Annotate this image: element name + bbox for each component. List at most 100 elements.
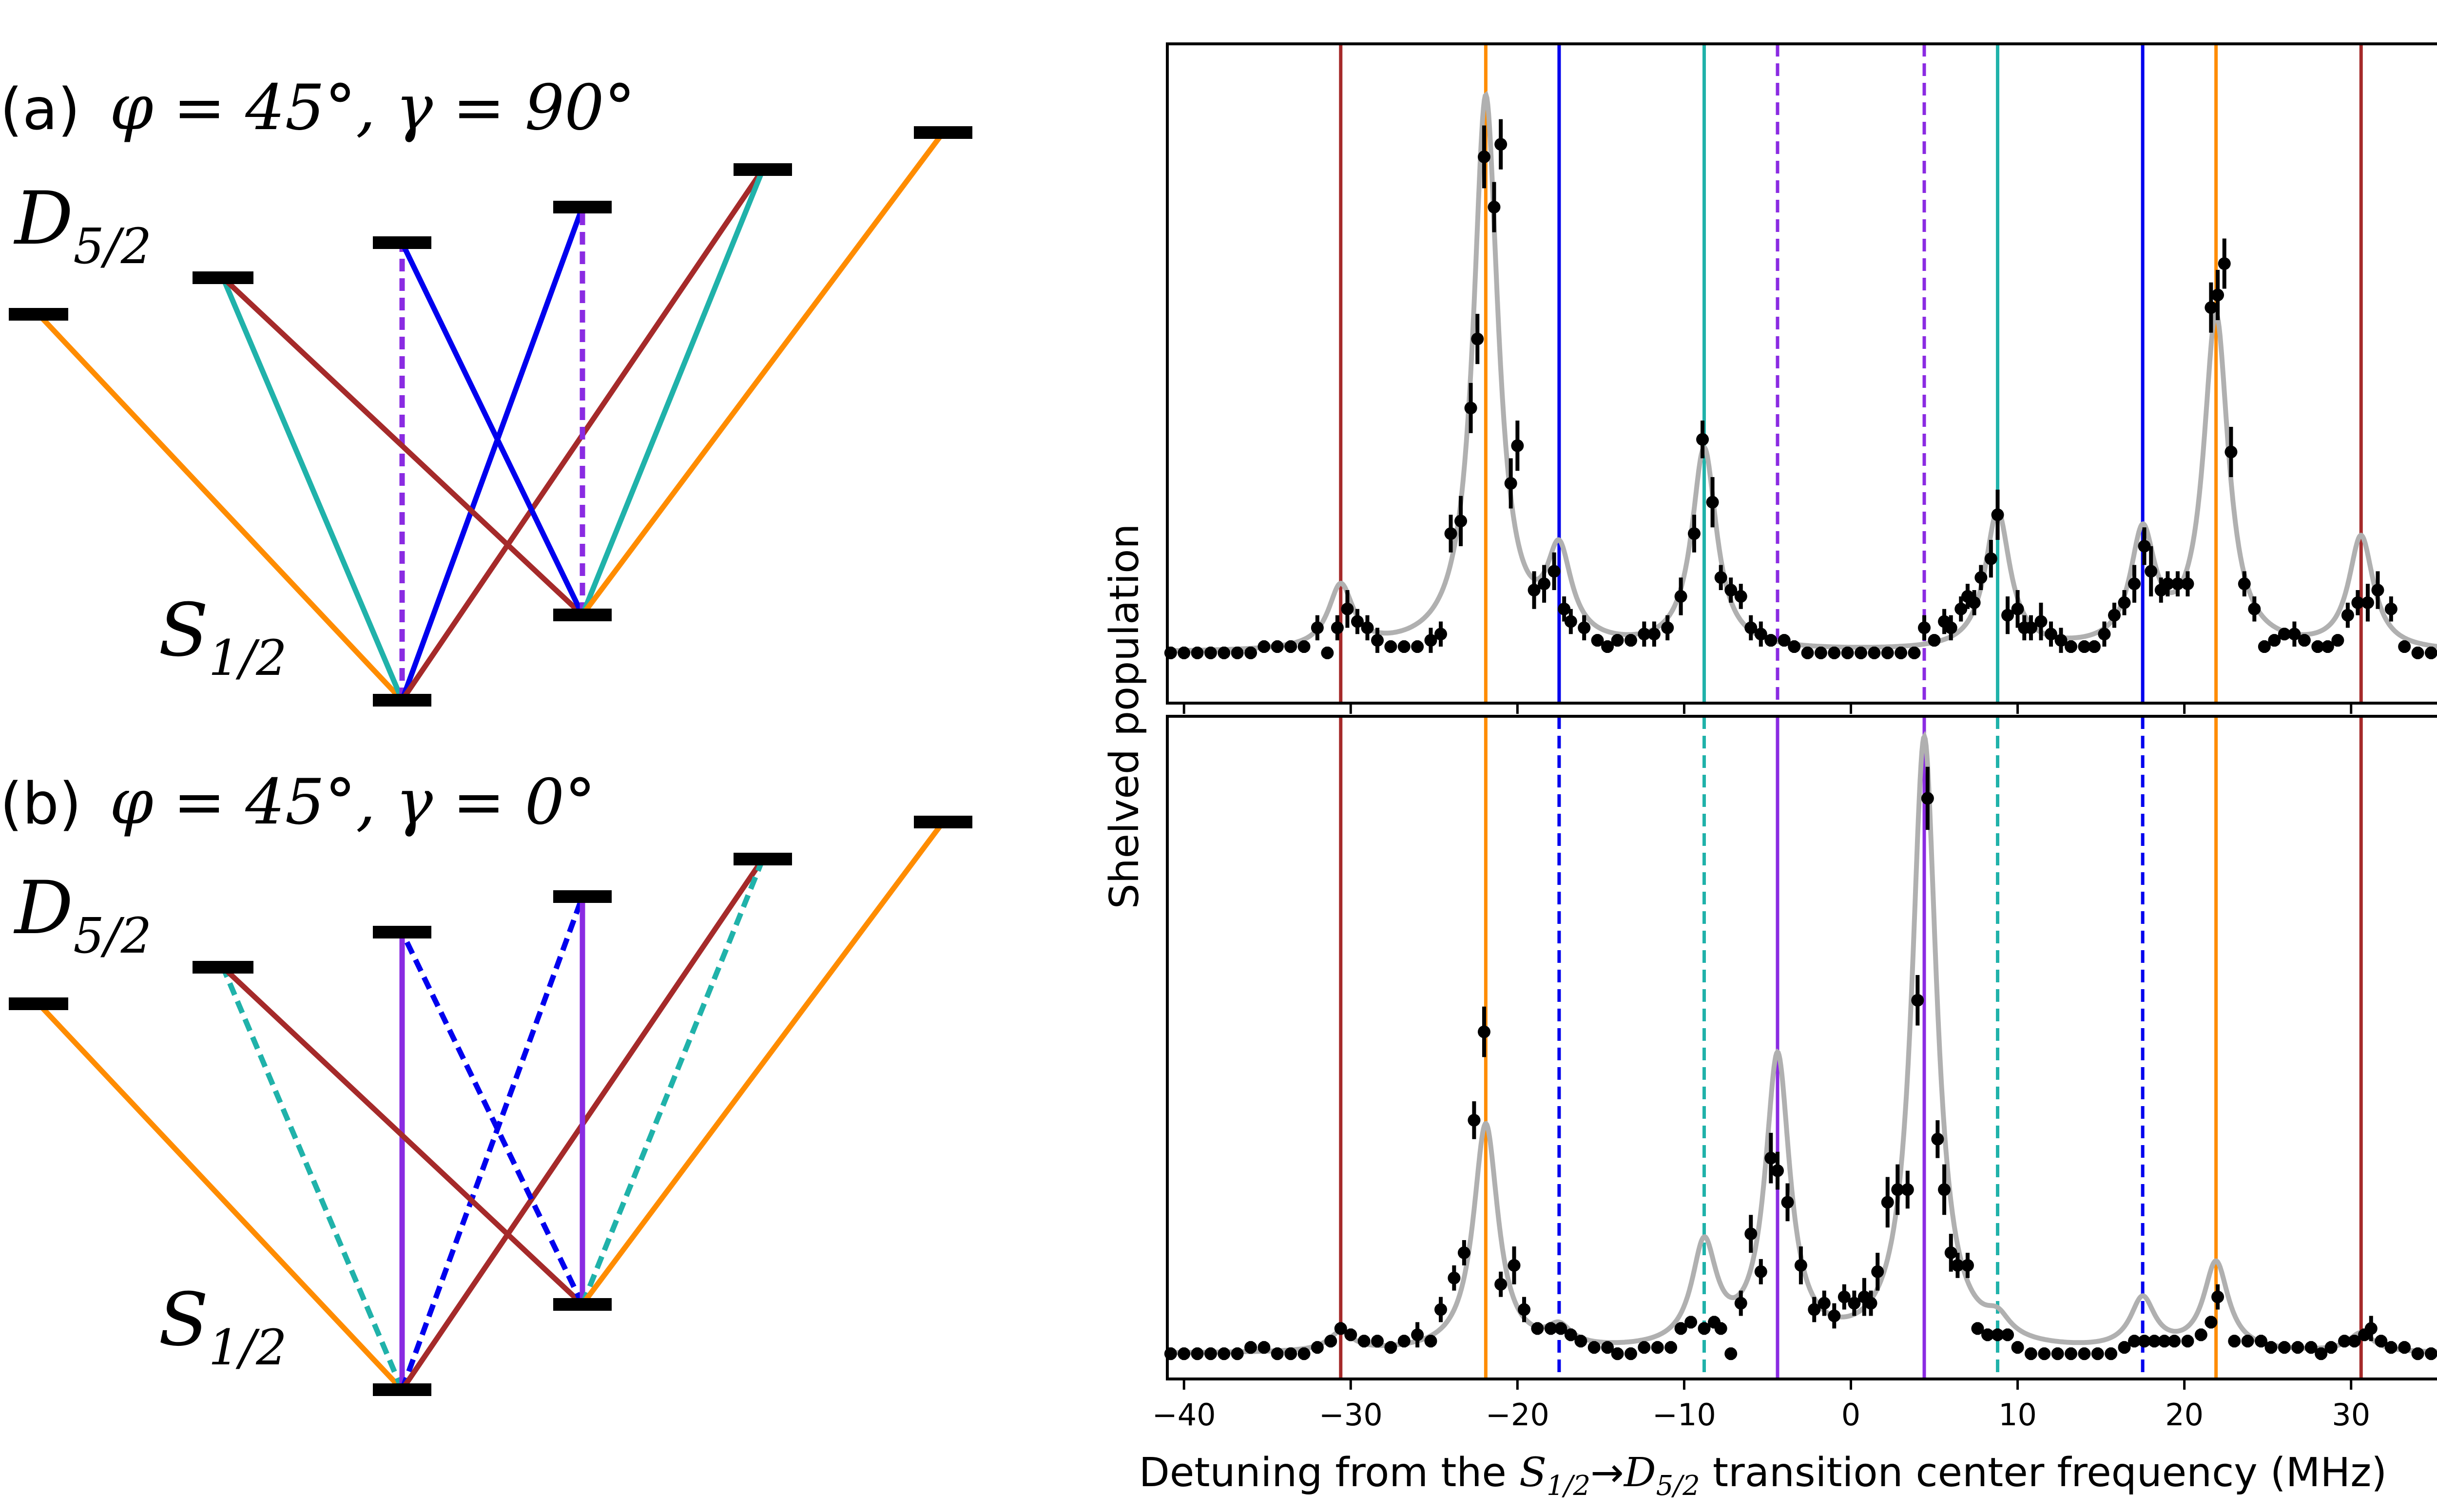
x-tick-label: −10 [1652,1397,1716,1433]
data-point [2054,628,2068,653]
data-point [1218,646,1231,659]
data-point [2384,596,2398,622]
level-diagram-b: (b) φ = 45°, γ = 0° D5/2 S1/2 [0,766,972,1396]
plot-frame [1166,42,2437,705]
data-point [1494,119,1508,170]
data-point [1257,1341,1271,1354]
data-point [2248,596,2261,622]
data-point [1244,646,1257,659]
data-point [2324,1341,2338,1354]
data-point [1271,640,1284,653]
data-point [1734,1290,1747,1316]
data-point [2011,1341,2024,1354]
energy-levels-b [9,816,972,1396]
data-point [1931,1120,1944,1158]
data-point [1661,615,1674,641]
data-point [2148,1335,2161,1348]
x-axis-label: Detuning from the S1/2→D5/2 transition c… [1139,1450,2387,1502]
data-point [1696,421,1709,459]
data-point [2224,427,2238,478]
data-point [1411,640,1424,653]
x-tick-label: 20 [2165,1397,2204,1433]
data-point [1554,1322,1567,1335]
data-point [1744,1215,1758,1253]
upper-level-subscript: 5/2 [73,907,152,964]
data-point [1778,634,1791,647]
data-point [1587,1341,1601,1354]
data-point [2098,621,2111,647]
data-point [1488,182,1501,232]
data-point [1518,1297,1531,1322]
data-point [1968,590,1981,615]
data-point [1434,621,1447,647]
data-point [2361,584,2374,622]
data-point [1424,628,1437,653]
data-point [1951,1252,1964,1278]
data-point [2278,1341,2291,1354]
upper-level-label: D [13,866,73,951]
data-point [1564,1328,1577,1341]
data-point [2304,1341,2318,1354]
data-point [1504,458,1517,509]
lower-level-label: S [158,1278,209,1362]
transition-line [220,966,405,1391]
transition-line [580,168,766,616]
x-axis-label-S: S [1519,1450,1547,1496]
spectrum-panel-top [1164,42,2437,714]
transition-line [36,312,405,702]
data-point [1801,646,1814,659]
x-tick-label: −20 [1486,1397,1549,1433]
data-point [1361,615,1374,641]
panel-a-condition: φ = 45°, γ = 90° [110,72,636,144]
data-point [2138,1335,2151,1348]
data-point [2398,1341,2411,1354]
data-point [2255,1335,2267,1348]
data-point [1508,1246,1521,1284]
data-point [1944,615,1957,641]
data-point [2238,571,2251,596]
data-point [1191,646,1204,659]
x-tick-label: 0 [1841,1397,1860,1433]
x-tick-label: −30 [1319,1397,1383,1433]
data-point [2291,1341,2304,1354]
data-point [1331,615,1344,641]
data-point [1591,634,1604,647]
data-point [2194,1328,2207,1341]
data-point [1638,1341,1651,1354]
data-point [1477,125,1490,189]
data-point [1464,383,1477,433]
x-axis-label-D: D [1623,1450,1656,1496]
data-point [1764,634,1778,647]
data-point [2034,602,2048,641]
data-point [1284,1347,1297,1360]
data-point [1684,1316,1698,1329]
data-point [1881,646,1894,659]
x-axis-label-arrow: → [1590,1450,1624,1496]
data-point [2258,640,2271,653]
data-point [2158,1335,2171,1348]
data-point [1664,1341,1678,1354]
data-point [1397,640,1411,653]
data-point [2331,634,2344,647]
data-point [1244,1341,1257,1354]
data-point [1434,1297,1447,1322]
x-tick-label: −40 [1152,1397,1216,1433]
data-point [1204,646,1217,659]
data-point [1828,1303,1841,1329]
data-point [2364,1316,2378,1341]
lower-level-subscript: 1/2 [209,1319,287,1376]
data-point [2105,1347,2118,1360]
data-point [1601,640,1614,653]
transition-line [220,276,405,702]
data-point [1848,1290,1861,1316]
data-point [1538,565,1551,603]
data-point [1191,1347,1204,1360]
data-point [2088,640,2101,653]
data-point [1321,646,1334,659]
svg-text:S1/2: S1/2 [158,588,287,687]
data-point [1477,1006,1490,1057]
data-point [1311,1341,1324,1354]
x-tick-label: 10 [1998,1397,2037,1433]
y-axis-label: Shelved population [1102,524,1148,909]
data-point [1204,1347,1217,1360]
